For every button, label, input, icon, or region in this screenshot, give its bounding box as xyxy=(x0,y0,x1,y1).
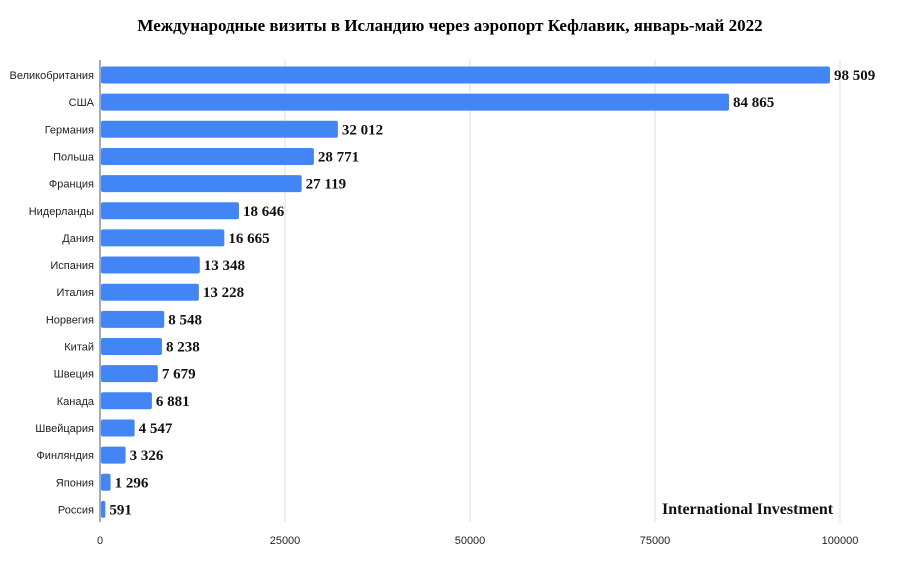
category-label: Италия xyxy=(57,287,95,299)
data-label: 28 771 xyxy=(318,149,359,165)
category-label: Швеция xyxy=(54,369,94,381)
x-tick-label: 0 xyxy=(97,535,103,547)
bar xyxy=(101,147,314,165)
data-label: 16 665 xyxy=(228,231,269,247)
category-label: Франция xyxy=(49,179,94,191)
data-label: 98 509 xyxy=(834,68,875,84)
data-label: 1 296 xyxy=(115,475,149,491)
x-tick-label: 50000 xyxy=(455,535,486,547)
category-label: Нидерланды xyxy=(29,206,94,218)
bar xyxy=(101,473,111,491)
category-label: Китай xyxy=(64,342,94,354)
data-label: 13 348 xyxy=(204,258,245,274)
bar xyxy=(101,500,106,518)
bar xyxy=(101,202,239,220)
bar xyxy=(101,392,152,410)
data-label: 13 228 xyxy=(203,285,244,301)
bar xyxy=(101,419,135,437)
category-label: Россия xyxy=(58,504,94,516)
x-tick-label: 25000 xyxy=(270,535,301,547)
category-label: Финляндия xyxy=(36,450,94,462)
data-label: 84 865 xyxy=(733,95,774,111)
chart-title: Международные визиты в Исландию через аэ… xyxy=(137,16,763,35)
category-label: США xyxy=(69,97,95,109)
data-label: 18 646 xyxy=(243,204,285,220)
bar xyxy=(101,175,302,193)
bar xyxy=(101,256,200,274)
data-label: 8 548 xyxy=(168,312,202,328)
category-label: Норвегия xyxy=(46,314,94,326)
category-label: Канада xyxy=(57,396,95,408)
data-label: 3 326 xyxy=(130,448,164,464)
category-label: Швейцария xyxy=(35,423,94,435)
bar xyxy=(101,365,158,383)
category-label: Великобритания xyxy=(10,70,95,82)
bar xyxy=(101,446,126,464)
data-label: 8 238 xyxy=(166,340,200,356)
category-label: Япония xyxy=(56,477,94,489)
bar xyxy=(101,338,162,355)
category-label: Польша xyxy=(53,151,95,163)
bar xyxy=(101,283,199,301)
data-label: 6 881 xyxy=(156,394,190,410)
category-label: Германия xyxy=(45,124,94,136)
bar xyxy=(101,310,165,328)
data-label: 7 679 xyxy=(162,367,196,383)
data-label: 591 xyxy=(109,502,132,518)
data-label: 32 012 xyxy=(342,122,383,138)
data-label: 4 547 xyxy=(139,421,173,437)
bar xyxy=(101,66,830,84)
bar xyxy=(101,93,730,111)
bar xyxy=(101,120,338,138)
category-label: Испания xyxy=(50,260,94,272)
watermark: International Investment xyxy=(662,501,834,518)
x-tick-label: 100000 xyxy=(822,535,859,547)
bar xyxy=(101,229,225,247)
x-tick-label: 75000 xyxy=(640,535,671,547)
data-label: 27 119 xyxy=(306,177,346,193)
category-label: Дания xyxy=(62,233,94,245)
